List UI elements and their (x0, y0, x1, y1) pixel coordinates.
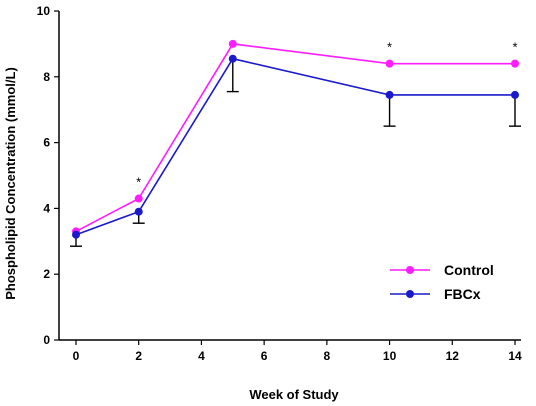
data-point (511, 59, 519, 68)
y-tick-label: 8 (43, 70, 50, 84)
legend-swatch-marker (406, 290, 414, 298)
y-axis-title: Phospholipid Concentration (mmol/L) (3, 67, 18, 300)
series-control (72, 39, 519, 236)
legend-item-fbcx: FBCx (390, 286, 481, 302)
data-point (385, 59, 394, 68)
x-tick-label: 2 (135, 349, 142, 363)
legend-label: Control (444, 262, 494, 278)
y-tick-label: 6 (43, 136, 50, 150)
y-tick-label: 4 (43, 201, 50, 215)
x-tick-label: 8 (324, 349, 331, 363)
x-axis-title: Week of Study (249, 387, 339, 402)
annotation-layer: * * * (136, 40, 517, 190)
legend: Control FBCx (390, 262, 494, 302)
x-tick-label: 6 (261, 349, 268, 363)
significance-marker: * (387, 40, 392, 55)
data-point (134, 207, 143, 216)
data-point (511, 90, 519, 99)
data-point (72, 230, 80, 239)
significance-marker: * (512, 40, 517, 55)
axes (58, 11, 521, 341)
x-tick-label: 4 (198, 349, 205, 363)
data-point (228, 39, 237, 48)
data-point (228, 54, 237, 63)
legend-label: FBCx (444, 286, 481, 302)
series-layer (70, 39, 521, 247)
series-line (75, 57, 515, 236)
series-line (75, 43, 515, 233)
y-tick-label: 10 (37, 4, 51, 18)
x-tick-label: 14 (508, 349, 522, 363)
x-tick-label: 10 (383, 349, 397, 363)
series-fbcx (70, 54, 521, 247)
x-tick-label: 12 (446, 349, 460, 363)
legend-item-control: Control (390, 262, 494, 278)
data-point (385, 90, 394, 99)
y-tick-label: 2 (43, 267, 50, 281)
y-tick-label: 0 (43, 333, 50, 347)
data-point (134, 194, 143, 203)
x-tick-label: 0 (73, 349, 80, 363)
legend-swatch-marker (406, 266, 414, 274)
significance-marker: * (136, 175, 141, 190)
axis-ticks: 0 2 4 6 8 10 0 2 4 6 8 10 12 14 (37, 4, 522, 363)
